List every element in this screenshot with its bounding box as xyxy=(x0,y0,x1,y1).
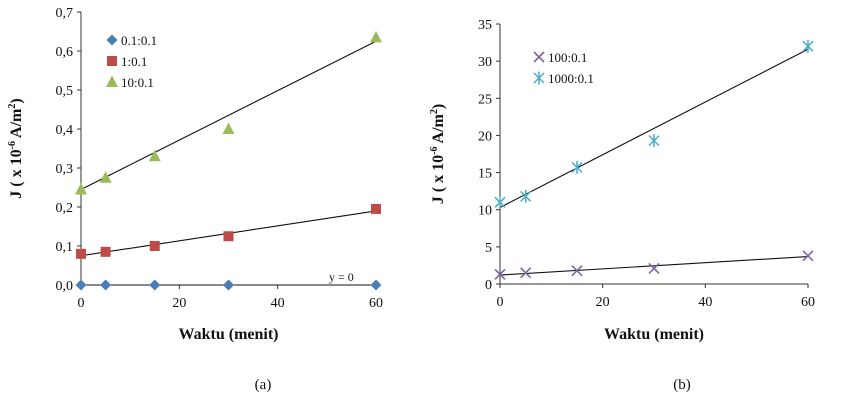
legend-label: 100:0.1 xyxy=(548,50,587,65)
trend-line xyxy=(80,40,377,190)
data-point xyxy=(648,262,660,274)
legend-marker-stroke-2 xyxy=(533,51,545,63)
x-tick-label: 60 xyxy=(369,296,383,311)
y-axis-title-part: J ( x 10 xyxy=(430,155,447,204)
data-point-stroke-2 xyxy=(520,267,532,279)
x-axis-title: Waktu (menit) xyxy=(604,326,704,343)
legend: 100:0.1 1000:0.1 xyxy=(533,50,594,86)
data-point-stroke-2 xyxy=(648,262,660,274)
legend-marker xyxy=(533,71,545,85)
data-point xyxy=(149,279,161,291)
data-point xyxy=(100,246,111,257)
data-point xyxy=(494,195,506,209)
legend-marker xyxy=(106,34,118,46)
data-point xyxy=(99,171,112,183)
trend-line xyxy=(499,48,809,208)
legend-marker xyxy=(533,51,545,63)
y-tick-label: 0,4 xyxy=(56,123,74,138)
y-tick-label: 10 xyxy=(478,204,492,219)
y-tick-label: 30 xyxy=(478,55,492,70)
x-tick-label: 20 xyxy=(172,296,186,311)
series-a-0 xyxy=(75,279,382,291)
data-point xyxy=(571,160,583,174)
y-tick-label: 0,0 xyxy=(56,279,74,294)
legend-marker xyxy=(107,56,117,66)
y-axis-title-part: A/m xyxy=(8,108,25,141)
x-tick-label: 20 xyxy=(596,295,610,310)
data-point xyxy=(370,279,382,291)
data-point xyxy=(802,39,814,53)
x-tick-label: 60 xyxy=(801,295,815,310)
data-point xyxy=(223,231,234,242)
data-point xyxy=(75,279,87,291)
data-point xyxy=(520,267,532,279)
data-point xyxy=(223,279,234,291)
series-b-1 xyxy=(494,39,814,209)
annotation: y = 0 xyxy=(329,270,354,284)
y-axis-title-part: ) xyxy=(430,104,447,109)
y-axis-title-exponent: -6 xyxy=(7,141,18,149)
y-axis-title-part: J ( x 10 xyxy=(8,149,25,198)
x-tick-label: 0 xyxy=(78,296,85,311)
y-axis-title: J ( x 10-6 A/m2) xyxy=(429,104,447,204)
data-point xyxy=(802,250,814,262)
data-point xyxy=(100,279,112,291)
legend-label: 1000:0.1 xyxy=(548,71,594,86)
y-axis-title-exponent: 2 xyxy=(7,104,18,109)
x-tick-label: 0 xyxy=(497,295,504,310)
y-tick-label: 0,1 xyxy=(56,240,74,255)
data-point xyxy=(520,189,532,203)
y-tick-label: 35 xyxy=(478,18,492,33)
x-tick-label: 40 xyxy=(271,296,285,311)
panel-label: (b) xyxy=(673,377,691,393)
series-a-1 xyxy=(76,203,381,259)
data-point xyxy=(76,248,86,259)
data-point-stroke-2 xyxy=(802,250,814,262)
y-tick-label: 0 xyxy=(485,278,492,293)
data-point xyxy=(370,30,382,43)
trend-line xyxy=(499,255,809,276)
data-point xyxy=(371,203,381,214)
legend-label: 0.1:0.1 xyxy=(121,33,157,48)
y-tick-label: 0,3 xyxy=(56,162,74,177)
series-b-0 xyxy=(494,250,814,280)
legend-label: 1:0.1 xyxy=(121,54,147,69)
data-point-stroke-2 xyxy=(571,265,583,277)
data-point xyxy=(148,149,161,162)
series-a-2 xyxy=(75,30,382,195)
chart-panel-b: 0 5 10 15 20 25 30 35 0 20 40 60 Waktu (menit) J ( x … xyxy=(429,18,815,393)
data-point xyxy=(648,134,660,148)
y-tick-label: 5 xyxy=(485,241,492,256)
y-tick-label: 0,2 xyxy=(56,201,74,216)
y-tick-label: 0,5 xyxy=(56,84,74,99)
y-tick-label: 25 xyxy=(478,92,492,107)
y-axis-title-exponent: -6 xyxy=(429,147,440,155)
y-tick-label: 0,6 xyxy=(56,45,74,60)
data-point xyxy=(222,122,235,134)
y-axis-title-part: ) xyxy=(8,98,25,103)
data-point xyxy=(149,241,160,251)
data-point xyxy=(571,265,583,277)
y-tick-label: 0,7 xyxy=(56,6,74,21)
y-axis-title-exponent: 2 xyxy=(429,109,440,114)
legend-label: 10:0.1 xyxy=(121,75,154,90)
data-point xyxy=(75,182,87,195)
y-axis-title-part: A/m xyxy=(430,113,447,146)
data-point xyxy=(494,268,506,280)
x-tick-label: 40 xyxy=(698,295,712,310)
y-axis-title: J ( x 10-6 A/m2) xyxy=(7,98,25,198)
y-tick-label: 15 xyxy=(478,167,492,182)
y-tick-label: 20 xyxy=(478,129,492,144)
x-axis-title: Waktu (menit) xyxy=(179,326,279,343)
legend: 0.1:0.1 1:0.1 10:0.1 xyxy=(106,33,157,90)
legend-marker xyxy=(106,75,118,87)
panel-label: (a) xyxy=(255,377,272,393)
data-point-stroke-2 xyxy=(494,268,506,280)
chart-panel-a: 0,0 0,1 0,2 0,3 0,4 0,5 0,6 0,7 0 20 40 60 Waktu (me… xyxy=(7,6,383,393)
